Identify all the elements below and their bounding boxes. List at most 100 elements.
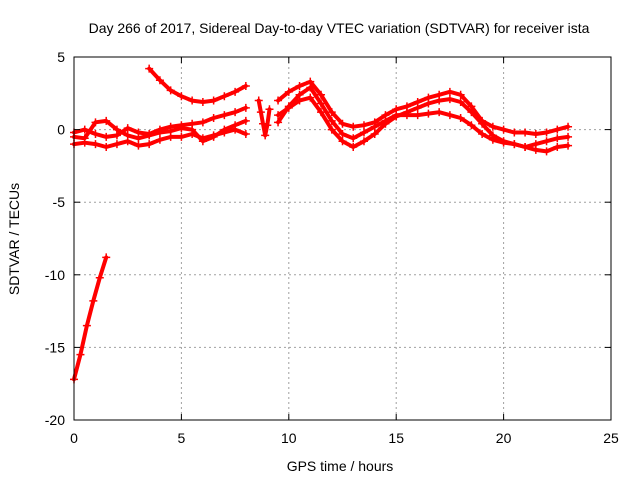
data-point [123, 131, 132, 140]
data-point [82, 321, 91, 330]
data-point [510, 140, 519, 149]
data-point [413, 111, 422, 120]
data-point [306, 93, 315, 102]
data-point [338, 137, 347, 146]
data-point [327, 108, 336, 117]
data-point [370, 129, 379, 138]
data-point [499, 138, 508, 147]
data-point [370, 122, 379, 131]
data-point [102, 132, 111, 141]
data-point [284, 87, 293, 96]
series-track-f [274, 83, 573, 152]
data-point [241, 103, 250, 112]
data-point [231, 108, 240, 117]
data-point [349, 134, 358, 143]
data-point [91, 140, 100, 149]
data-point [265, 105, 274, 114]
data-point [467, 121, 476, 130]
data-point [112, 125, 121, 134]
data-point [531, 140, 540, 149]
series-track-c [70, 116, 250, 146]
series-trace [276, 85, 570, 149]
data-point [488, 135, 497, 144]
y-tick-label: -20 [45, 412, 65, 428]
series-trace [276, 79, 570, 136]
data-point [435, 108, 444, 117]
axis-ticks: 0 5 10 15 20 25 -20 -15 -10 -5 0 5 [45, 49, 619, 446]
data-point [102, 253, 111, 262]
data-point [134, 134, 143, 143]
data-point [261, 131, 270, 140]
data-point [349, 143, 358, 152]
data-point [198, 118, 207, 127]
data-point [349, 122, 358, 131]
data-point [402, 111, 411, 120]
plot-frame [73, 56, 612, 421]
data-point [478, 129, 487, 138]
y-tick-label: 5 [57, 49, 65, 65]
data-point [467, 108, 476, 117]
data-point [435, 96, 444, 105]
series-trace [72, 255, 109, 382]
data-point [95, 273, 104, 282]
data-point [155, 76, 164, 85]
data-point [553, 134, 562, 143]
data-point [263, 121, 272, 130]
data-point [317, 90, 326, 99]
data-point [166, 127, 175, 136]
data-point [241, 82, 250, 91]
data-point [274, 118, 283, 127]
data-point [359, 137, 368, 146]
data-point [254, 96, 263, 105]
data-point [338, 129, 347, 138]
data-point [381, 116, 390, 125]
data-point [531, 129, 540, 138]
data-point [145, 64, 154, 73]
data-point [521, 128, 530, 137]
data-point [112, 140, 121, 149]
data-point [510, 128, 519, 137]
data-point [220, 92, 229, 101]
data-point [456, 113, 465, 122]
data-point [231, 87, 240, 96]
data-point [220, 125, 229, 134]
x-axis-title: GPS time / hours [287, 458, 394, 474]
data-point [445, 87, 454, 96]
x-tick-label: 0 [70, 430, 78, 446]
data-point [499, 125, 508, 134]
data-point [295, 90, 304, 99]
data-point [445, 111, 454, 120]
data-point [327, 125, 336, 134]
data-point [145, 131, 154, 140]
y-tick-label: -5 [53, 194, 66, 210]
data-point [259, 119, 268, 128]
data-point [338, 119, 347, 128]
data-point [155, 128, 164, 137]
data-point [445, 95, 454, 104]
data-point [564, 141, 573, 150]
data-point [91, 118, 100, 127]
data-point [553, 143, 562, 152]
data-point [198, 98, 207, 107]
data-point [91, 129, 100, 138]
data-point [80, 134, 89, 143]
data-point [295, 82, 304, 91]
data-point [198, 137, 207, 146]
data-point [209, 96, 218, 105]
y-axis-title: SDTVAR / TECUs [6, 183, 22, 295]
data-point [177, 124, 186, 133]
data-point [327, 116, 336, 125]
x-tick-label: 5 [178, 430, 186, 446]
data-point [564, 132, 573, 141]
data-point [102, 116, 111, 125]
data-point [456, 90, 465, 99]
series-arc-upper [145, 64, 250, 107]
data-point [284, 102, 293, 111]
chart-title: Day 266 of 2017, Sidereal Day-to-day VTE… [89, 20, 590, 36]
data-point [564, 122, 573, 131]
data-point [89, 296, 98, 305]
data-point [424, 99, 433, 108]
data-point [80, 125, 89, 134]
